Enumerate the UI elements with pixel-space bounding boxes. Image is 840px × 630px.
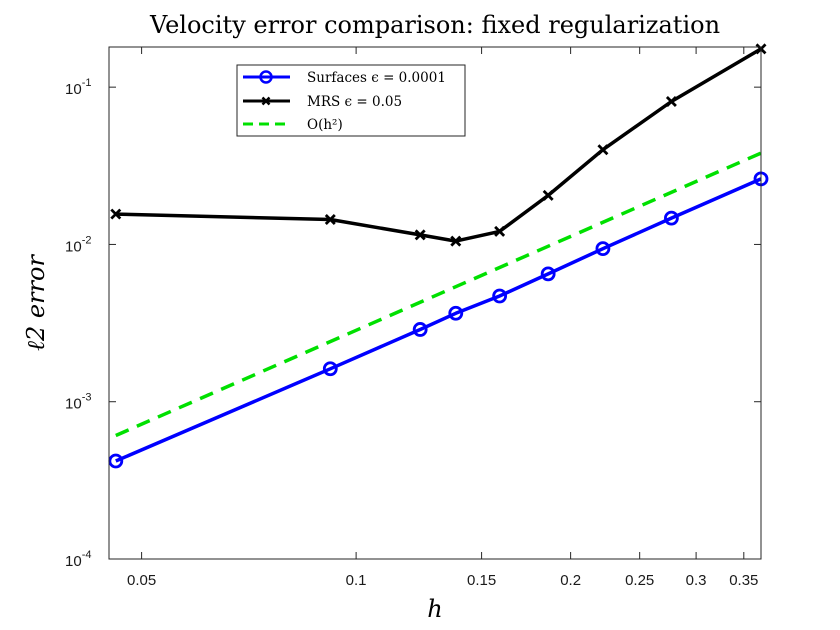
point-surfaces-2 [412,322,428,337]
x-tick-label-1: 0.1 [346,572,367,589]
legend: Surfaces ϵ = 0.0001 MRS ϵ = 0.05 O(h²) [236,64,466,137]
x-tick-label-3: 0.2 [560,572,581,589]
x-tick-label-4: 0.25 [625,572,654,589]
point-mrs-2 [414,229,426,241]
y-tick-label-3: 10-1 [65,77,91,98]
point-surfaces-6 [595,241,611,257]
legend-label-surfaces: Surfaces ϵ = 0.0001 [307,70,446,86]
y-tick-label-1: 10-3 [65,392,91,413]
point-surfaces-4 [492,288,508,304]
point-surfaces-7 [664,210,679,226]
legend-label-oh2: O(h²) [307,117,343,133]
y-tick-label-2: 10-2 [65,234,91,255]
point-mrs-7 [665,96,677,108]
x-tick-label-6: 0.35 [729,572,758,589]
x-axis-label: h [427,595,442,623]
point-mrs-0 [110,208,122,220]
point-surfaces-5 [540,266,556,282]
legend-marker-surfaces [259,70,273,84]
series-line-oh2 [115,151,762,438]
series-layer [108,43,769,469]
point-surfaces-1 [322,361,338,377]
point-surfaces-3 [448,305,464,321]
point-mrs-5 [542,189,554,201]
x-tick-label-0: 0.05 [127,572,156,589]
point-mrs-1 [324,214,336,226]
point-surfaces-0 [108,453,124,469]
y-axis-label: ℓ2 error [22,253,50,350]
point-mrs-6 [597,144,609,156]
plot-frame [108,46,762,560]
chart-title: Velocity error comparison: fixed regular… [149,11,720,39]
x-tick-label-5: 0.3 [686,572,707,589]
point-mrs-3 [450,235,462,247]
legend-marker-mrs [261,96,271,106]
y-tick-label-0: 10-4 [65,549,91,570]
legend-label-mrs: MRS ϵ = 0.05 [307,94,402,110]
x-tick-label-2: 0.15 [467,572,496,589]
series-line-surfaces [115,177,762,463]
point-mrs-4 [494,225,506,237]
